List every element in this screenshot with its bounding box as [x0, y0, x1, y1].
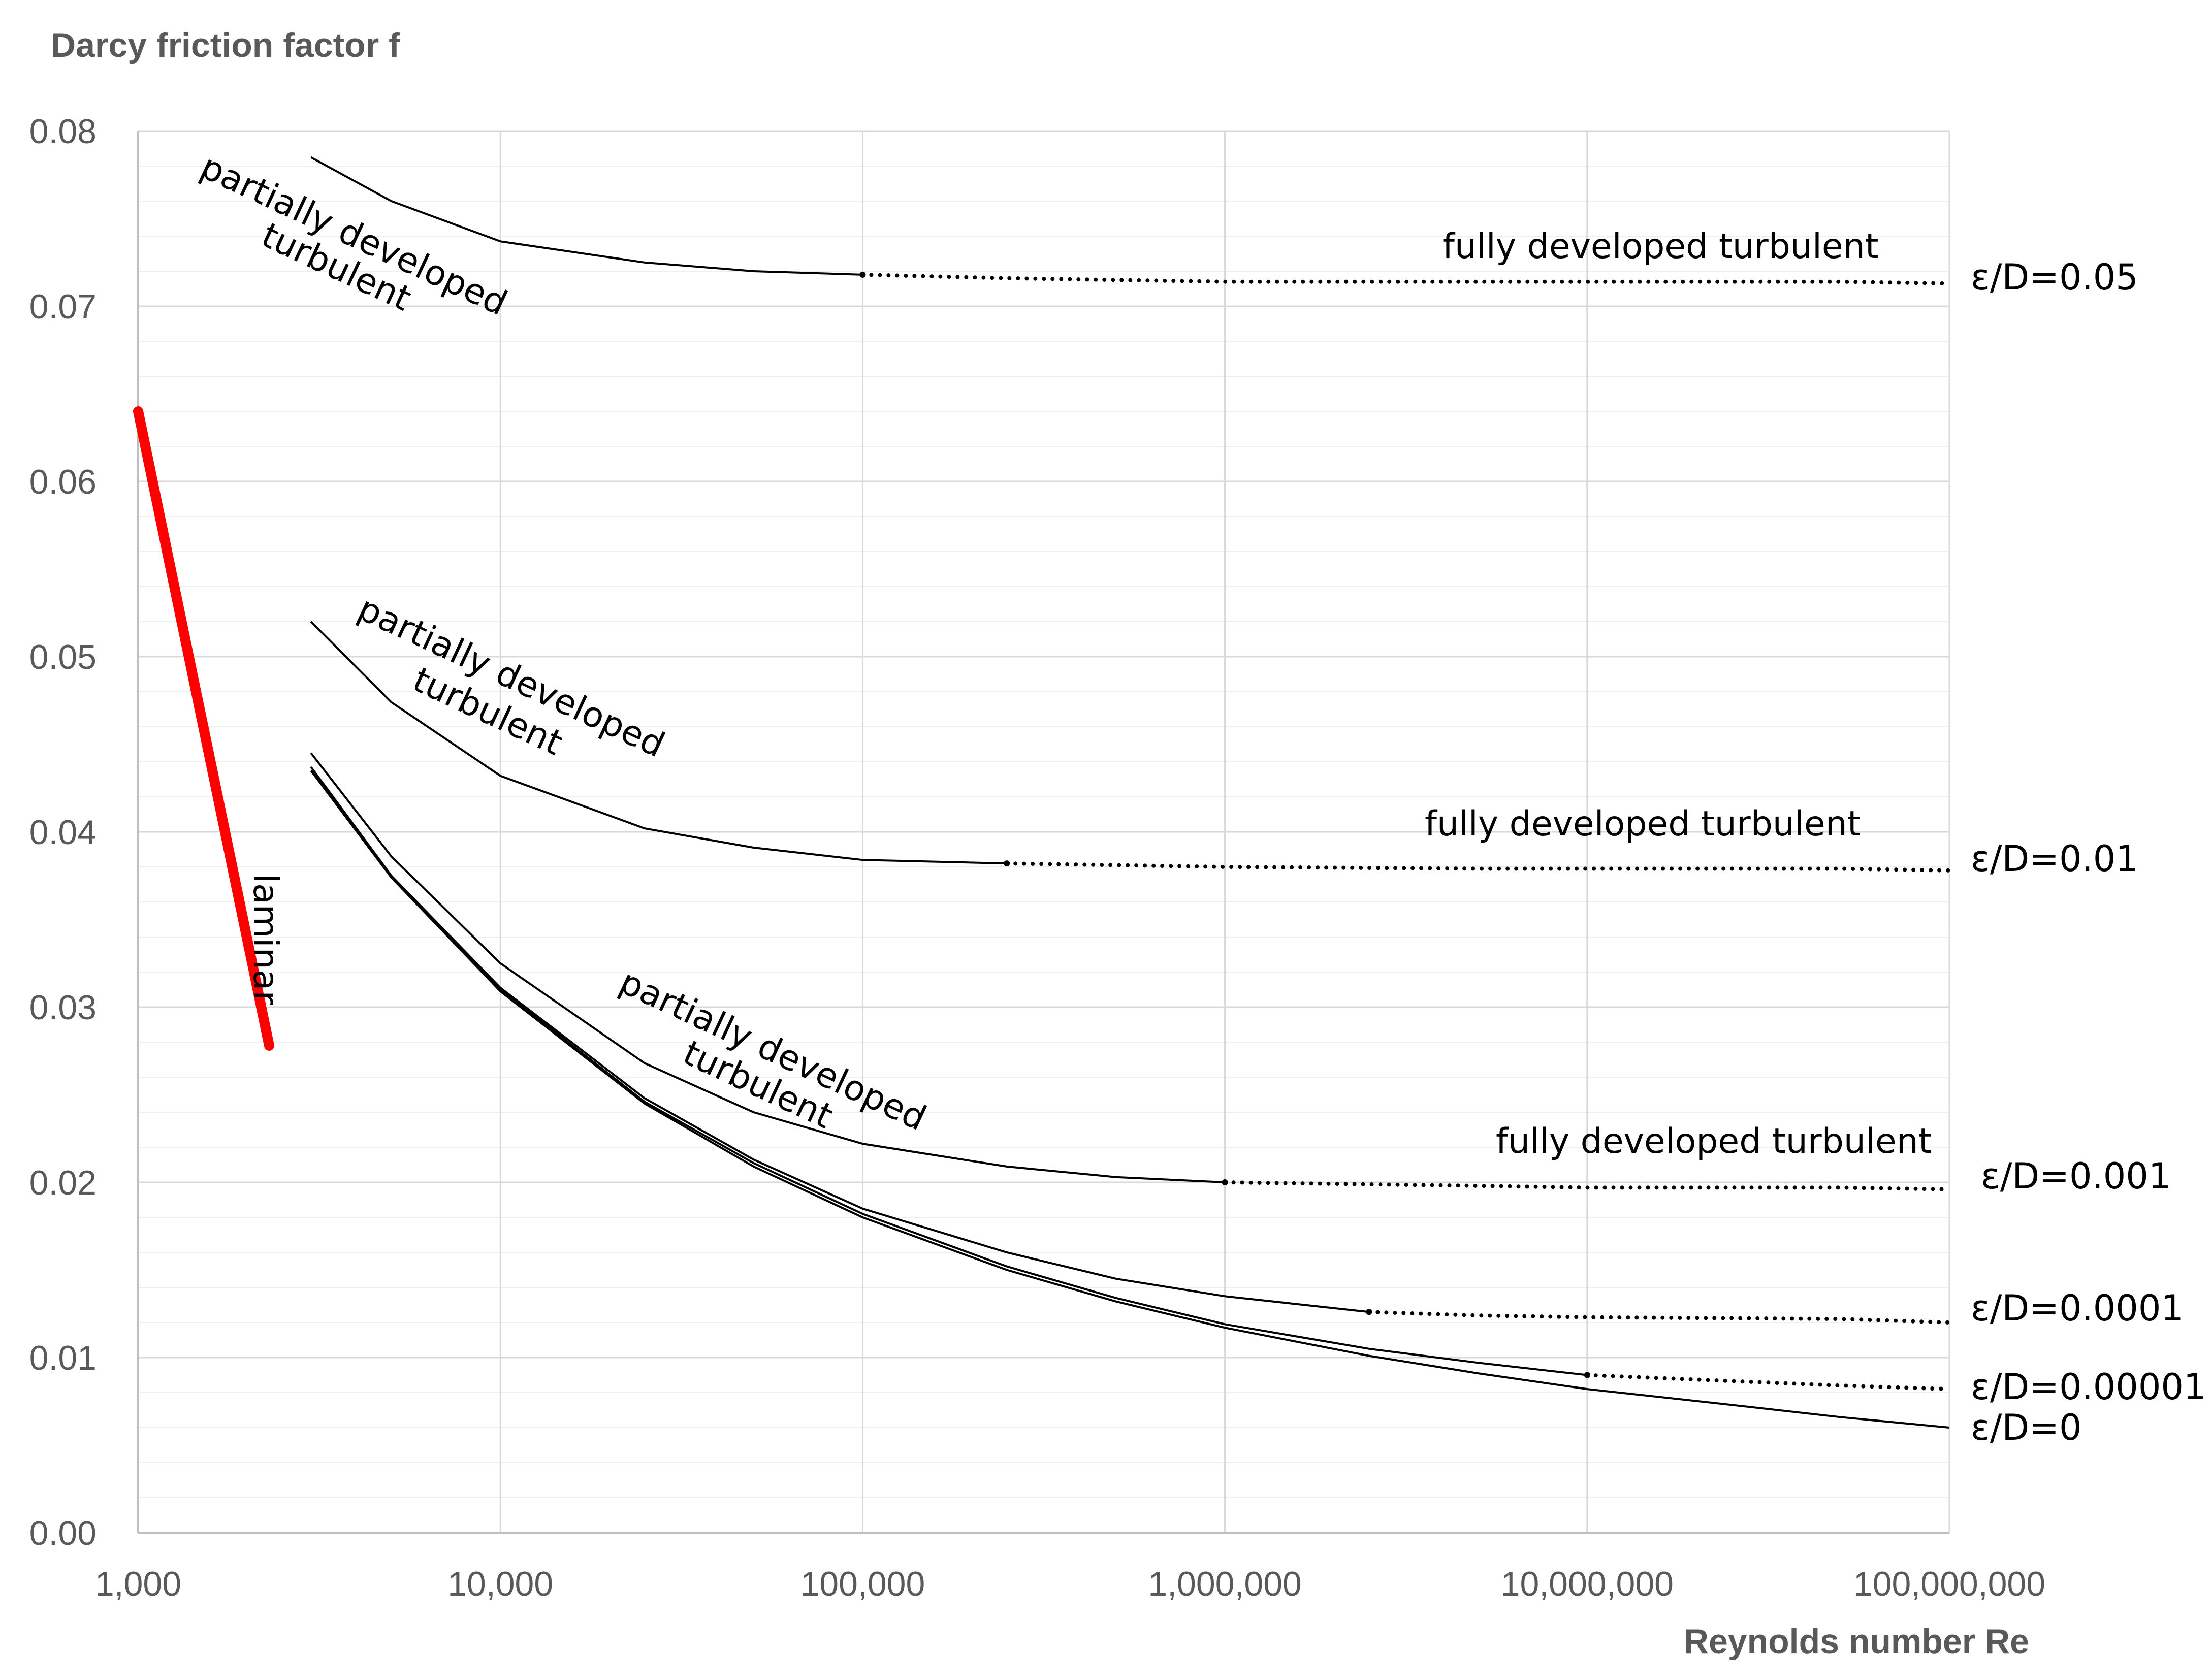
curves — [310, 156, 1951, 1429]
series-labels: ε/D=0.05 ε/D=0.01 ε/D=0.001 ε/D=0.0001 ε… — [1971, 256, 2206, 1448]
annotation-laminar: laminar — [245, 874, 285, 1005]
annotation-fully-0.01: fully developed turbulent — [1425, 804, 1861, 844]
grid — [137, 130, 1950, 1534]
y-tick-label: 0.04 — [29, 813, 97, 852]
series-1-transition-point — [1004, 860, 1010, 867]
series-3-partial-line — [310, 766, 1369, 1313]
series-label-4: ε/D=0.00001 — [1971, 1366, 2206, 1408]
series-2-transition-point — [1222, 1179, 1228, 1185]
y-tick-label: 0.08 — [29, 112, 97, 151]
y-tick-label: 0.07 — [29, 287, 97, 326]
series-4-full-dotted-line — [1585, 1373, 1951, 1392]
y-tick-label: 0.02 — [29, 1164, 97, 1202]
y-tick-label: 0.06 — [29, 463, 97, 501]
x-tick-label: 100,000,000 — [1853, 1565, 2045, 1603]
y-tick-label: 0.03 — [29, 988, 97, 1027]
series-0-full-dotted-line — [860, 272, 1951, 286]
series-4-transition-point — [1584, 1372, 1590, 1378]
series-0-transition-point — [859, 271, 866, 278]
chart-title: Darcy friction factor f — [51, 26, 400, 64]
series-label-0: ε/D=0.05 — [1971, 256, 2138, 298]
annotation-fully-0.001: fully developed turbulent — [1496, 1121, 1932, 1161]
series-4-partial-line — [310, 770, 1588, 1376]
series-5-partial-line — [310, 770, 1950, 1429]
x-tick-label: 10,000,000 — [1501, 1565, 1674, 1603]
y-tick-label: 0.01 — [29, 1339, 97, 1377]
series-label-1: ε/D=0.01 — [1971, 838, 2138, 880]
series-label-5: ε/D=0 — [1971, 1407, 2082, 1448]
series-2-partial-line — [310, 752, 1225, 1183]
series-0-partial-line — [310, 156, 863, 276]
x-tick-label: 1,000 — [95, 1565, 181, 1603]
x-axis-ticks: 1,000 10,000 100,000 1,000,000 10,000,000 100… — [95, 1565, 2045, 1603]
series-label-2: ε/D=0.001 — [1981, 1155, 2171, 1197]
series-1-partial-line — [310, 621, 1007, 865]
y-axis-ticks: 0.00 0.01 0.02 0.03 0.04 0.05 0.06 0.07 0.08 — [29, 112, 97, 1553]
y-tick-label: 0.05 — [29, 638, 97, 676]
series-label-3: ε/D=0.0001 — [1971, 1287, 2184, 1329]
x-tick-label: 1,000,000 — [1148, 1565, 1302, 1603]
laminar-group — [133, 406, 274, 1051]
y-tick-label: 0.00 — [29, 1514, 97, 1553]
annotations: partially developed turbulent partially … — [195, 147, 1932, 1161]
laminar-line — [133, 406, 274, 1051]
series-3-transition-point — [1366, 1309, 1372, 1315]
series-2-full-dotted-line — [1223, 1180, 1951, 1191]
annotation-fully-0.05: fully developed turbulent — [1442, 227, 1879, 267]
series-3-full-dotted-line — [1367, 1310, 1951, 1325]
x-tick-label: 10,000 — [447, 1565, 553, 1603]
x-tick-label: 100,000 — [800, 1565, 925, 1603]
x-axis-title: Reynolds number Re — [1684, 1622, 2029, 1661]
